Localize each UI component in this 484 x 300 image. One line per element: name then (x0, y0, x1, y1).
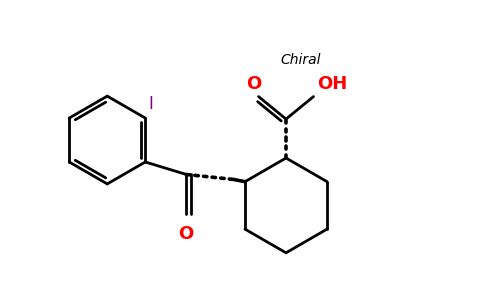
Text: Chiral: Chiral (281, 53, 321, 67)
Text: O: O (246, 75, 261, 93)
Text: OH: OH (318, 75, 348, 93)
Text: O: O (179, 225, 194, 243)
Text: I: I (149, 95, 153, 113)
